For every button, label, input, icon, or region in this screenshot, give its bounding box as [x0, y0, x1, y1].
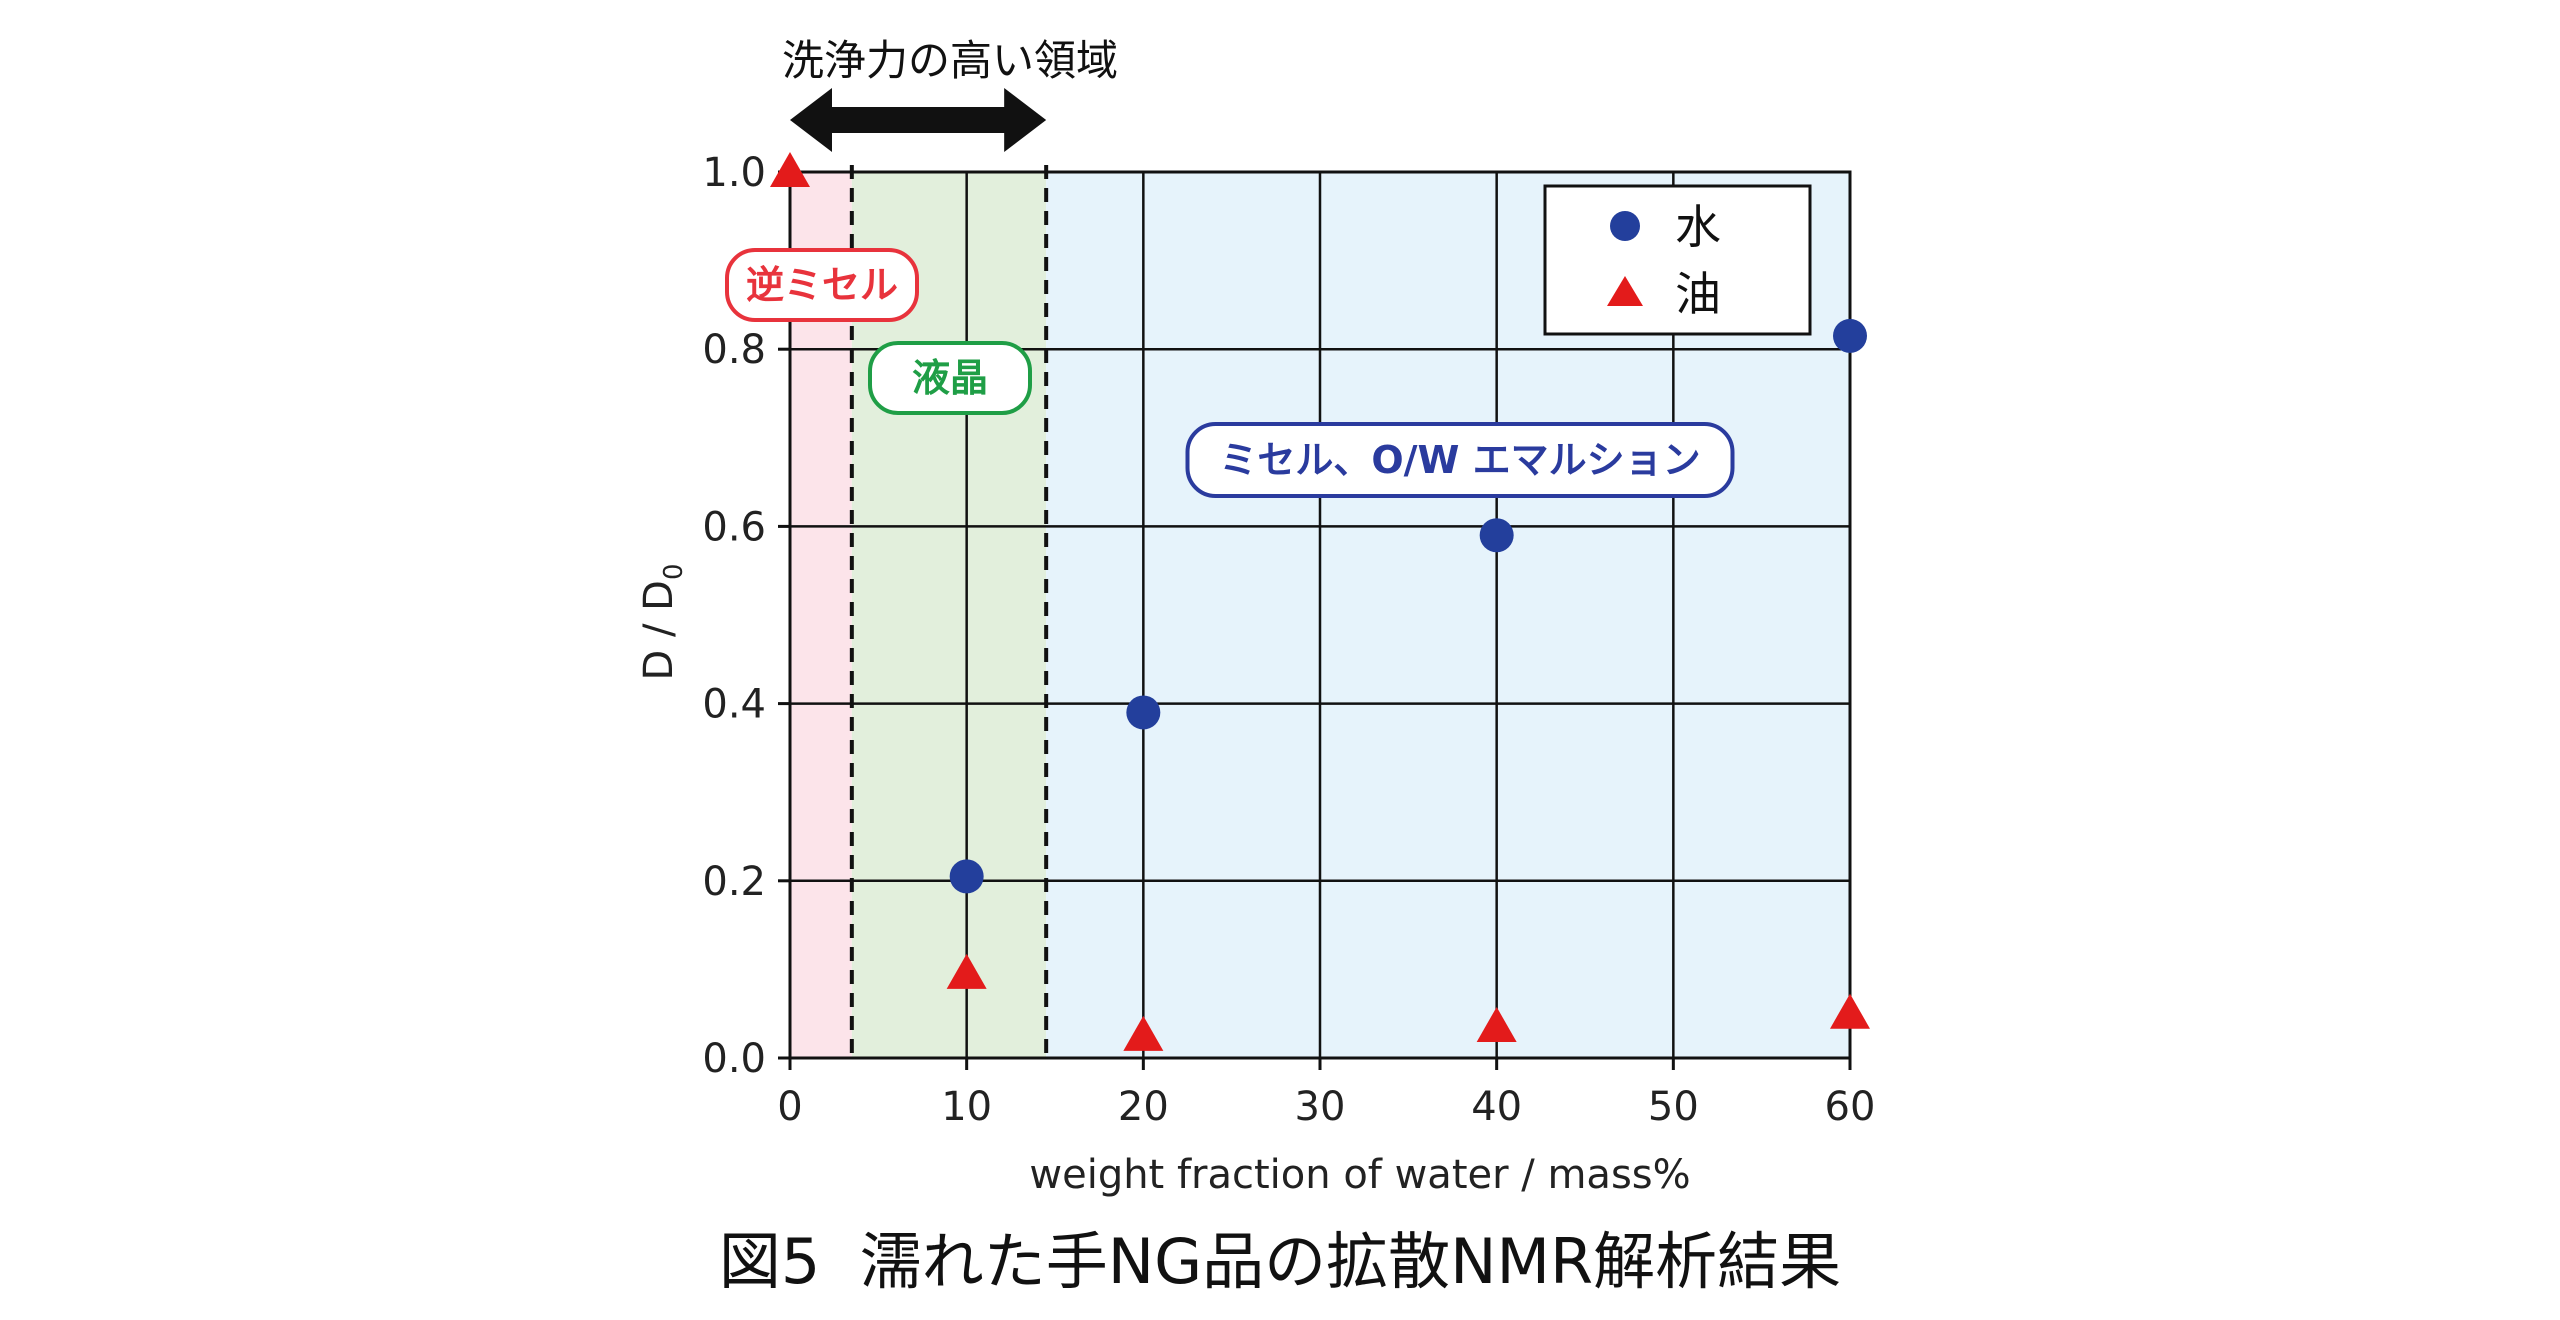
point-water-0 — [949, 859, 984, 894]
point-oil-1 — [946, 953, 987, 989]
y-axis-label: D / D0 — [636, 563, 689, 680]
region-badge-0 — [725, 248, 919, 322]
legend-label-oil: 油 — [1675, 267, 1721, 321]
data-points — [770, 152, 1870, 1051]
x-tick-label-30: 30 — [1295, 1084, 1346, 1130]
legend-box — [1543, 184, 1812, 336]
x-tick-label-10: 10 — [941, 1084, 992, 1130]
region-badge-label-2: ミセル、O/W エマルション — [1219, 438, 1700, 482]
high-cleaning-range-label: 洗浄力の高い領域 — [782, 36, 1118, 85]
x-axis-ticks: 0 10 20 30 40 50 60 — [777, 1058, 1875, 1130]
region-badge-label-1: 液晶 — [912, 356, 988, 400]
legend-label-water: 水 — [1675, 200, 1721, 254]
y-tick-label-0.8: 0.8 — [702, 327, 766, 373]
y-tick-label-0.0: 0.0 — [702, 1036, 766, 1082]
y-tick-label-0.2: 0.2 — [702, 859, 766, 905]
region-badge-label-0: 逆ミセル — [746, 263, 898, 307]
y-axis-label-main: D / D — [636, 580, 682, 681]
y-tick-label-0.4: 0.4 — [702, 682, 766, 728]
y-tick-label-1.0: 1.0 — [702, 150, 766, 196]
legend-marker-oil — [1607, 276, 1643, 306]
x-tick-label-60: 60 — [1825, 1084, 1876, 1130]
y-tick-label-0.6: 0.6 — [702, 504, 766, 550]
x-tick-label-20: 20 — [1118, 1084, 1169, 1130]
x-tick-label-0: 0 — [777, 1084, 802, 1130]
y-axis-label-subscript: 0 — [659, 563, 689, 580]
x-tick-label-50: 50 — [1648, 1084, 1699, 1130]
point-oil-4 — [1830, 993, 1870, 1029]
x-axis-label: weight fraction of water / mass% — [1029, 1152, 1690, 1198]
region-badge-1 — [868, 341, 1032, 415]
figure-caption: 図5 濡れた手NG品の拡散NMR解析結果 — [719, 1225, 1841, 1298]
y-axis-ticks: 0.0 0.2 0.4 0.6 0.8 1.0 — [702, 150, 790, 1082]
grid — [790, 172, 1850, 1058]
point-water-2 — [1479, 518, 1514, 553]
x-tick-label-40: 40 — [1471, 1084, 1522, 1130]
legend: 水 油 — [1543, 184, 1812, 336]
region-badge-2 — [1185, 422, 1735, 498]
high-cleaning-range-arrow — [790, 88, 1047, 152]
point-water-1 — [1126, 695, 1161, 730]
phase-regions — [790, 172, 1850, 1058]
double-arrow-icon — [790, 88, 1047, 152]
legend-marker-water — [1610, 211, 1640, 241]
point-oil-0 — [770, 152, 810, 187]
point-oil-3 — [1476, 1006, 1517, 1042]
point-oil-2 — [1123, 1015, 1164, 1051]
point-water-3 — [1833, 318, 1867, 353]
